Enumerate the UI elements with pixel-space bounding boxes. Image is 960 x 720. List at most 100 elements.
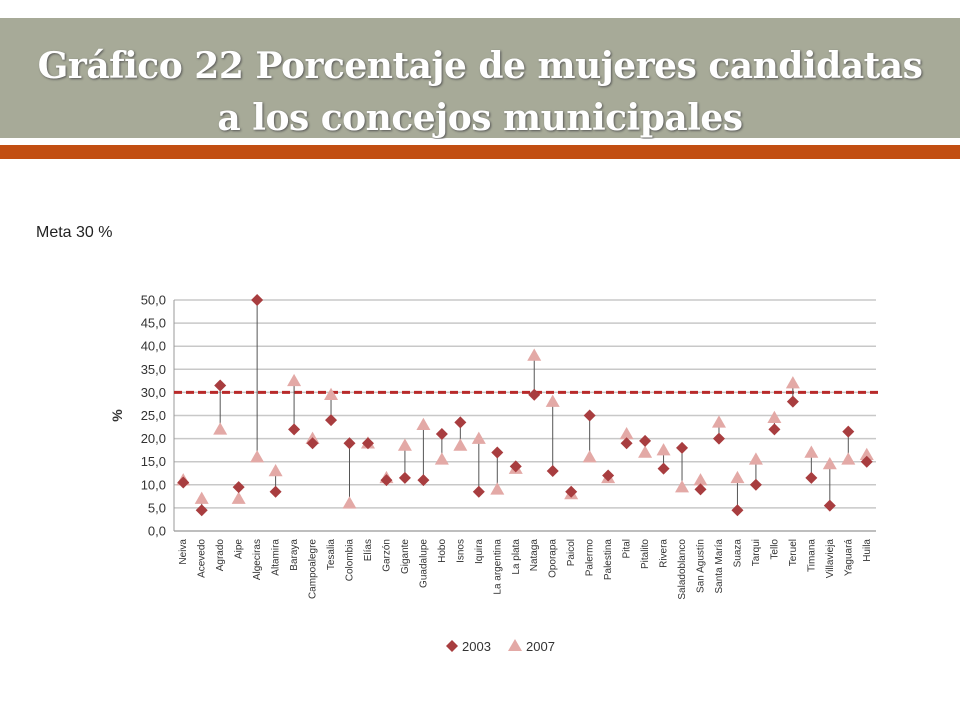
- y-tick-label: 5,0: [148, 500, 166, 515]
- point-2007: [416, 417, 431, 430]
- point-2007: [471, 431, 486, 444]
- point-2007: [675, 480, 690, 493]
- point-2007: [397, 438, 412, 451]
- x-tick-label: Palestina: [603, 539, 614, 581]
- x-tick-label: San Agustín: [696, 539, 707, 593]
- point-2003: [657, 462, 670, 475]
- point-2003: [380, 474, 393, 487]
- legend-marker-2007: [508, 639, 522, 651]
- target-note: Meta 30 %: [36, 224, 113, 241]
- x-tick-label: Rivera: [659, 539, 670, 568]
- point-2003: [195, 504, 208, 517]
- point-2003: [583, 409, 596, 422]
- x-tick-label: Acevedo: [197, 539, 208, 578]
- x-tick-label: Tesalia: [326, 539, 337, 571]
- point-2003: [472, 485, 485, 498]
- point-2003: [528, 388, 541, 401]
- point-2003: [602, 469, 615, 482]
- point-2003: [361, 437, 374, 450]
- point-2007: [545, 394, 560, 407]
- x-tick-label: Villavieja: [825, 539, 836, 579]
- point-2003: [343, 437, 356, 450]
- point-2007: [638, 445, 653, 458]
- x-tick-label: Suaza: [732, 539, 743, 568]
- point-2003: [749, 478, 762, 491]
- y-tick-label: 50,0: [141, 293, 166, 308]
- y-tick-label: 25,0: [141, 408, 166, 423]
- point-2007: [194, 491, 209, 504]
- y-tick-label: 20,0: [141, 431, 166, 446]
- x-tick-label: Timana: [806, 539, 817, 572]
- title-divider: [0, 139, 960, 142]
- legend-label-2003: 2003: [462, 639, 491, 654]
- slide-title: Gráfico 22 Porcentaje de mujeres candida…: [37, 45, 923, 139]
- point-2003: [398, 471, 411, 484]
- x-tick-label: La plata: [511, 539, 522, 575]
- point-2003: [731, 504, 744, 517]
- y-tick-label: 30,0: [141, 385, 166, 400]
- point-2003: [546, 464, 559, 477]
- x-tick-label: Iquira: [474, 539, 485, 564]
- point-2003: [676, 441, 689, 454]
- x-tick-label: Paicol: [566, 539, 577, 566]
- point-2003: [786, 395, 799, 408]
- x-tick-label: Huila: [862, 539, 873, 562]
- x-tick-label: Elías: [363, 539, 374, 561]
- point-2003: [509, 460, 522, 473]
- point-2007: [822, 457, 837, 470]
- x-tick-label: Neiva: [178, 539, 189, 565]
- point-2003: [435, 427, 448, 440]
- x-tick-label: Agrado: [215, 539, 226, 572]
- point-2007: [342, 496, 357, 509]
- point-2007: [785, 376, 800, 389]
- x-tick-label: Palermo: [585, 539, 596, 577]
- point-2003: [805, 471, 818, 484]
- point-2003: [842, 425, 855, 438]
- point-2007: [453, 438, 468, 451]
- point-2003: [269, 485, 282, 498]
- point-2003: [232, 481, 245, 494]
- point-2007: [730, 470, 745, 484]
- x-tick-label: Campoalegre: [308, 539, 319, 599]
- point-2007: [859, 447, 874, 461]
- x-tick-label: Nataga: [529, 539, 540, 572]
- point-2003: [454, 416, 467, 429]
- x-tick-label: Saladoblanco: [677, 539, 688, 600]
- point-2003: [417, 474, 430, 487]
- title-band: Gráfico 22 Porcentaje de mujeres candida…: [0, 18, 960, 139]
- point-2007: [434, 452, 449, 465]
- y-tick-label: 15,0: [141, 454, 166, 469]
- x-tick-label: Baraya: [289, 539, 300, 571]
- point-2003: [288, 423, 301, 436]
- y-tick-label: 35,0: [141, 362, 166, 377]
- point-2007: [324, 387, 339, 400]
- point-2003: [860, 455, 873, 468]
- y-tick-label: 45,0: [141, 316, 166, 331]
- point-2003: [214, 379, 227, 392]
- point-2007: [748, 452, 763, 465]
- point-2003: [639, 434, 652, 447]
- x-tick-label: Colombia: [345, 539, 356, 582]
- point-2007: [250, 450, 265, 463]
- point-2007: [268, 463, 283, 477]
- x-tick-label: Pital: [622, 539, 633, 558]
- point-2007: [231, 491, 246, 504]
- point-2007: [767, 410, 782, 424]
- point-2003: [325, 414, 338, 427]
- point-2007: [527, 348, 542, 361]
- x-tick-label: Santa María: [714, 539, 725, 594]
- point-2003: [565, 485, 578, 498]
- point-2003: [712, 432, 725, 445]
- x-tick-label: Isnos: [455, 539, 466, 563]
- point-2007: [693, 473, 708, 486]
- point-2003: [620, 437, 633, 450]
- x-tick-label: Pitalito: [640, 539, 651, 569]
- x-tick-label: Algeciras: [252, 539, 263, 580]
- point-2007: [656, 443, 671, 456]
- point-2007: [619, 426, 634, 440]
- x-tick-label: La argentina: [492, 539, 503, 595]
- point-2007: [490, 482, 505, 495]
- point-2007: [582, 450, 597, 463]
- x-tick-label: Guadalupe: [418, 539, 429, 588]
